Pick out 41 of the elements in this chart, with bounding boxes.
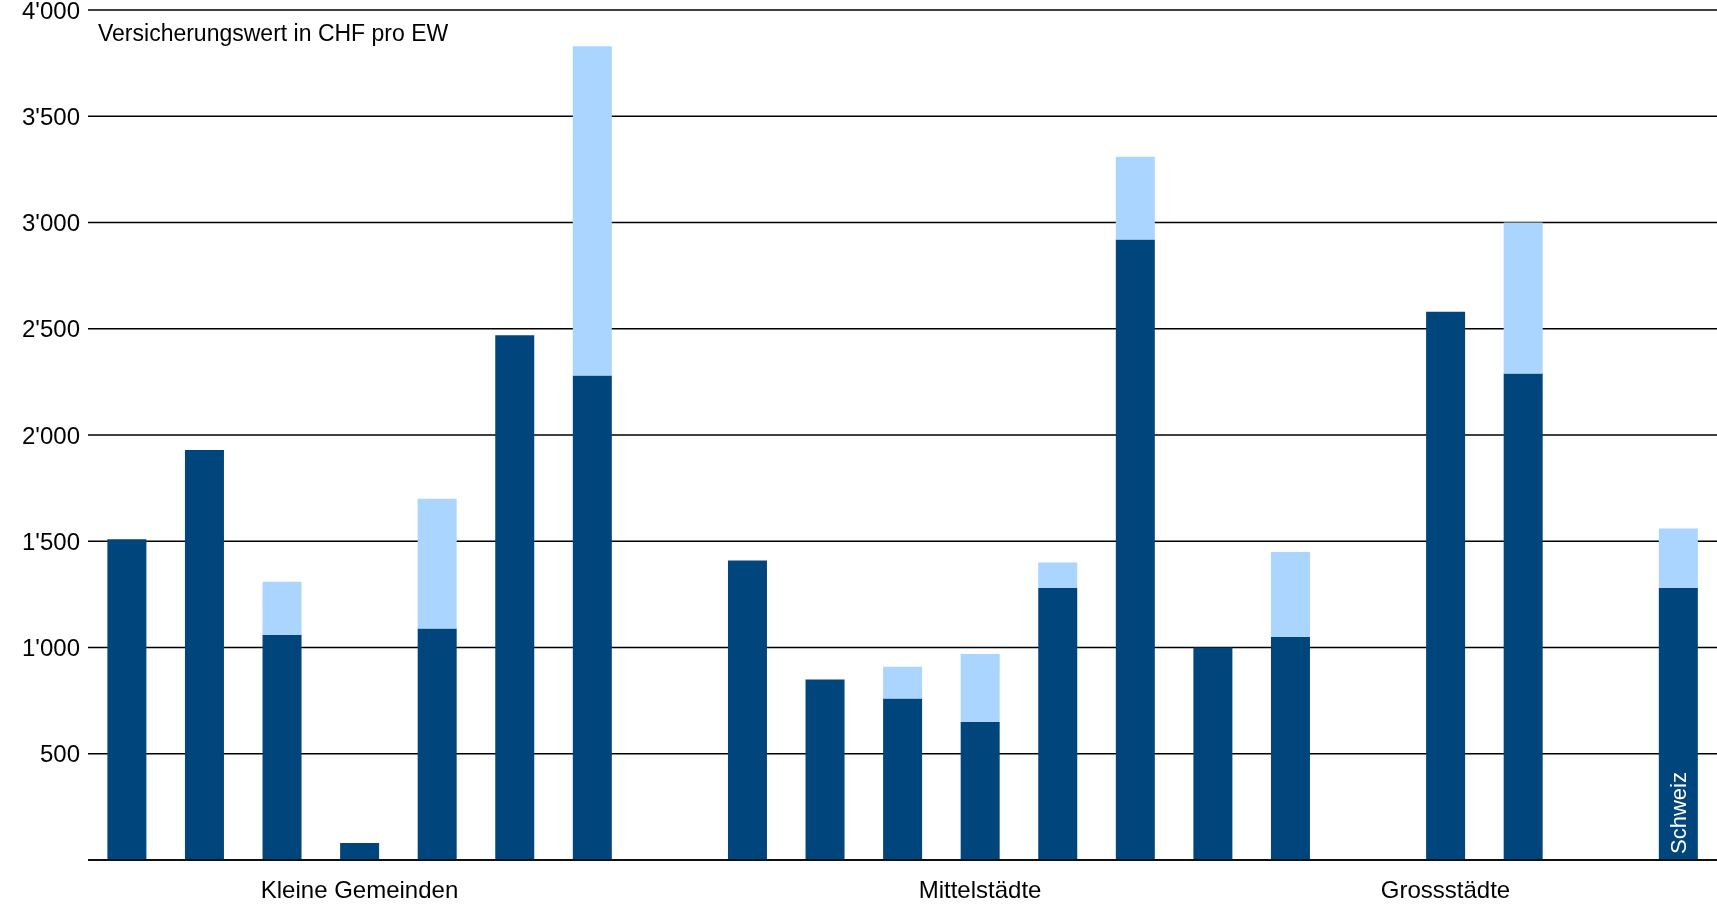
- bar: [727, 560, 767, 860]
- x-tick-label: Mittelstädte: [918, 876, 1042, 903]
- x-tick-label: Schweiz: [1666, 772, 1692, 854]
- bar: [417, 628, 457, 860]
- bar: [340, 843, 380, 860]
- y-tick-label: 3'500: [22, 102, 80, 130]
- bar: [1658, 528, 1698, 588]
- y-tick-label: 2'000: [22, 421, 80, 449]
- bar: [1658, 588, 1698, 860]
- bar: [960, 721, 1000, 860]
- y-tick-label: 1'000: [22, 634, 80, 662]
- bar: [1426, 311, 1466, 860]
- y-tick-label: 2'500: [22, 315, 80, 343]
- bar: [495, 335, 535, 860]
- bar: [107, 539, 147, 860]
- bar: [262, 581, 302, 635]
- bar: [805, 679, 845, 860]
- y-tick-label: 3'000: [22, 209, 80, 237]
- y-axis-title: Versicherungswert in CHF pro EW: [98, 20, 449, 47]
- bar: [1115, 156, 1155, 240]
- bar: [883, 698, 923, 860]
- bar: [572, 375, 612, 860]
- y-tick-label: 4'000: [22, 0, 80, 24]
- x-tick-label: Grossstädte: [1380, 876, 1511, 903]
- bar: [883, 666, 923, 699]
- bar: [1038, 562, 1078, 588]
- bar: [1270, 551, 1310, 637]
- bar: [262, 634, 302, 860]
- y-tick-label: 500: [39, 740, 80, 768]
- bar: [417, 498, 457, 629]
- bar: [1503, 373, 1543, 860]
- bar: [1193, 647, 1233, 860]
- bar: [184, 449, 224, 860]
- bar: [1503, 222, 1543, 374]
- bar: [572, 46, 612, 376]
- x-tick-label: Kleine Gemeinden: [260, 876, 459, 903]
- bar: [1038, 588, 1078, 860]
- bar: [1115, 239, 1155, 860]
- y-tick-label: 1'500: [22, 527, 80, 555]
- bar: [1270, 636, 1310, 860]
- bar: [960, 653, 1000, 722]
